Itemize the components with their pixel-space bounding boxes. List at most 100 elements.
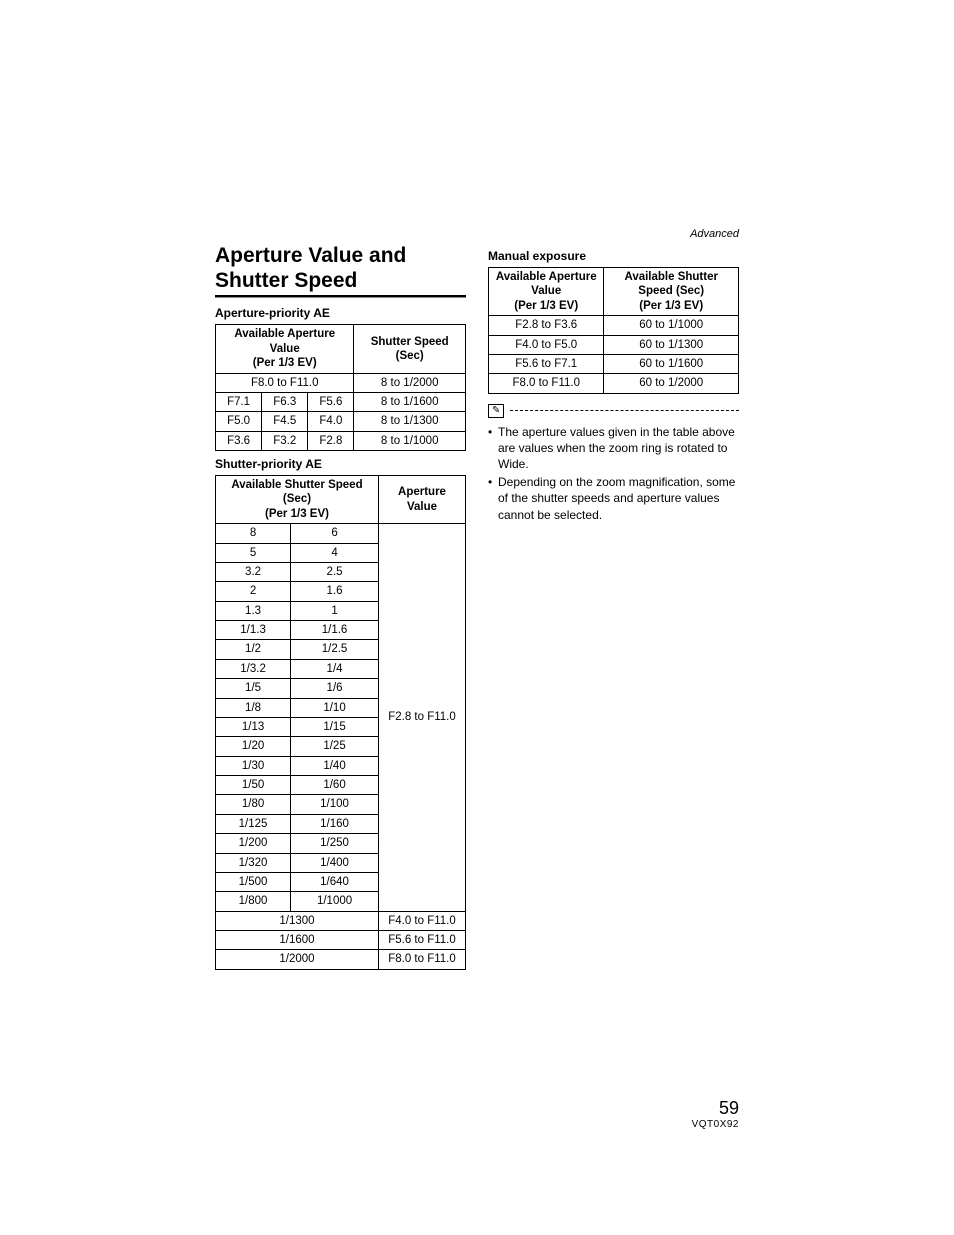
sp-shutter-cell: 1/1.6: [291, 621, 379, 640]
sp-shutter-cell: 1/800: [216, 892, 291, 911]
page-title: Aperture Value and Shutter Speed: [215, 243, 466, 293]
sp-shutter-cell: 1/3.2: [216, 659, 291, 678]
sp-shutter-cell: 1/4: [291, 659, 379, 678]
table-row: 1/1300F4.0 to F11.0: [216, 911, 466, 930]
sp-shutter-cell: 1/15: [291, 717, 379, 736]
me-aperture-cell: F2.8 to F3.6: [489, 316, 604, 335]
sp-shutter-cell: 1/6: [291, 679, 379, 698]
sp-aperture-cell: F2.8 to F11.0: [378, 524, 465, 912]
ap-shutter-cell: 8 to 1/1300: [354, 412, 466, 431]
note-item: The aperture values given in the table a…: [488, 424, 739, 473]
sp-shutter-cell: 1/1.3: [216, 621, 291, 640]
ap-aperture-cell: F2.8: [308, 431, 354, 450]
sp-shutter-cell: 2: [216, 582, 291, 601]
ap-aperture-cell: F7.1: [216, 392, 262, 411]
sp-shutter-cell: 1/250: [291, 834, 379, 853]
shutter-priority-table: Available Shutter Speed (Sec)(Per 1/3 EV…: [215, 475, 466, 970]
ap-shutter-cell: 8 to 1/2000: [354, 373, 466, 392]
table-row: F4.0 to F5.060 to 1/1300: [489, 335, 739, 354]
dash-line: [510, 410, 739, 411]
sp-shutter-cell: 1/8: [216, 698, 291, 717]
sp-shutter-cell: 1/20: [216, 737, 291, 756]
me-col-shutter-header: Available Shutter Speed (Sec)(Per 1/3 EV…: [604, 268, 739, 316]
notes-list: The aperture values given in the table a…: [488, 424, 739, 523]
sp-shutter-cell: 1: [291, 601, 379, 620]
sp-shutter-cell: 1/13: [216, 717, 291, 736]
sp-shutter-cell: 8: [216, 524, 291, 543]
note-item: Depending on the zoom magnification, som…: [488, 474, 739, 523]
aperture-priority-table: Available Aperture Value(Per 1/3 EV) Shu…: [215, 324, 466, 451]
me-shutter-cell: 60 to 1/1600: [604, 354, 739, 373]
manual-exposure-heading: Manual exposure: [488, 249, 739, 263]
ap-aperture-cell: F5.6: [308, 392, 354, 411]
table-row: 1/1600F5.6 to F11.0: [216, 931, 466, 950]
right-column: Manual exposure Available Aperture Value…: [488, 243, 739, 970]
ap-aperture-cell: F8.0 to F11.0: [216, 373, 354, 392]
sp-aperture-cell: F5.6 to F11.0: [378, 931, 465, 950]
sp-shutter-cell: 1/100: [291, 795, 379, 814]
me-aperture-cell: F5.6 to F7.1: [489, 354, 604, 373]
sp-shutter-cell: 1/160: [291, 814, 379, 833]
sp-shutter-cell: 1/1300: [216, 911, 379, 930]
sp-shutter-cell: 6: [291, 524, 379, 543]
sp-shutter-cell: 1/200: [216, 834, 291, 853]
sp-shutter-cell: 1/10: [291, 698, 379, 717]
sp-shutter-cell: 1/5: [216, 679, 291, 698]
ap-aperture-cell: F3.6: [216, 431, 262, 450]
table-row: F2.8 to F3.660 to 1/1000: [489, 316, 739, 335]
sp-shutter-cell: 1/125: [216, 814, 291, 833]
table-row: F8.0 to F11.08 to 1/2000: [216, 373, 466, 392]
ap-aperture-cell: F4.0: [308, 412, 354, 431]
ap-aperture-cell: F6.3: [262, 392, 308, 411]
page-footer: 59 VQT0X92: [692, 1098, 739, 1130]
table-row: 1/2000F8.0 to F11.0: [216, 950, 466, 969]
ap-shutter-cell: 8 to 1/1000: [354, 431, 466, 450]
table-row: F8.0 to F11.060 to 1/2000: [489, 374, 739, 393]
ap-shutter-cell: 8 to 1/1600: [354, 392, 466, 411]
sp-shutter-cell: 1/400: [291, 853, 379, 872]
table-row: F3.6F3.2F2.88 to 1/1000: [216, 431, 466, 450]
sp-shutter-cell: 1/2: [216, 640, 291, 659]
sp-shutter-cell: 5: [216, 543, 291, 562]
aperture-priority-heading: Aperture-priority AE: [215, 306, 466, 320]
sp-shutter-cell: 1/2.5: [291, 640, 379, 659]
sp-shutter-cell: 3.2: [216, 562, 291, 581]
me-col-aperture-header: Available Aperture Value(Per 1/3 EV): [489, 268, 604, 316]
sp-shutter-cell: 1.3: [216, 601, 291, 620]
sp-col-aperture-header: Aperture Value: [378, 476, 465, 524]
section-label: Advanced: [690, 228, 739, 240]
title-rule: [215, 295, 466, 298]
ap-aperture-cell: F4.5: [262, 412, 308, 431]
manual-exposure-table: Available Aperture Value(Per 1/3 EV) Ava…: [488, 267, 739, 394]
sp-shutter-cell: 1/80: [216, 795, 291, 814]
sp-aperture-cell: F8.0 to F11.0: [378, 950, 465, 969]
left-column: Aperture Value and Shutter Speed Apertur…: [215, 243, 466, 970]
sp-shutter-cell: 1/320: [216, 853, 291, 872]
shutter-priority-heading: Shutter-priority AE: [215, 457, 466, 471]
me-shutter-cell: 60 to 1/2000: [604, 374, 739, 393]
sp-shutter-cell: 2.5: [291, 562, 379, 581]
doc-id: VQT0X92: [692, 1119, 739, 1130]
sp-shutter-cell: 1/50: [216, 776, 291, 795]
page-number: 59: [692, 1098, 739, 1119]
sp-col-shutter-header: Available Shutter Speed (Sec)(Per 1/3 EV…: [216, 476, 379, 524]
ap-col-aperture-header: Available Aperture Value(Per 1/3 EV): [216, 325, 354, 373]
sp-shutter-cell: 1/1000: [291, 892, 379, 911]
ap-col-shutter-header: Shutter Speed (Sec): [354, 325, 466, 373]
me-shutter-cell: 60 to 1/1000: [604, 316, 739, 335]
table-row: F7.1F6.3F5.68 to 1/1600: [216, 392, 466, 411]
ap-aperture-cell: F3.2: [262, 431, 308, 450]
sp-shutter-cell: 1/2000: [216, 950, 379, 969]
table-row: F5.0F4.5F4.08 to 1/1300: [216, 412, 466, 431]
table-row: F5.6 to F7.160 to 1/1600: [489, 354, 739, 373]
sp-shutter-cell: 1/25: [291, 737, 379, 756]
sp-shutter-cell: 1/640: [291, 872, 379, 891]
me-aperture-cell: F4.0 to F5.0: [489, 335, 604, 354]
sp-shutter-cell: 1/30: [216, 756, 291, 775]
sp-shutter-cell: 1/60: [291, 776, 379, 795]
me-aperture-cell: F8.0 to F11.0: [489, 374, 604, 393]
me-shutter-cell: 60 to 1/1300: [604, 335, 739, 354]
sp-shutter-cell: 1/500: [216, 872, 291, 891]
sp-shutter-cell: 1/40: [291, 756, 379, 775]
note-icon: ✎: [488, 404, 504, 418]
